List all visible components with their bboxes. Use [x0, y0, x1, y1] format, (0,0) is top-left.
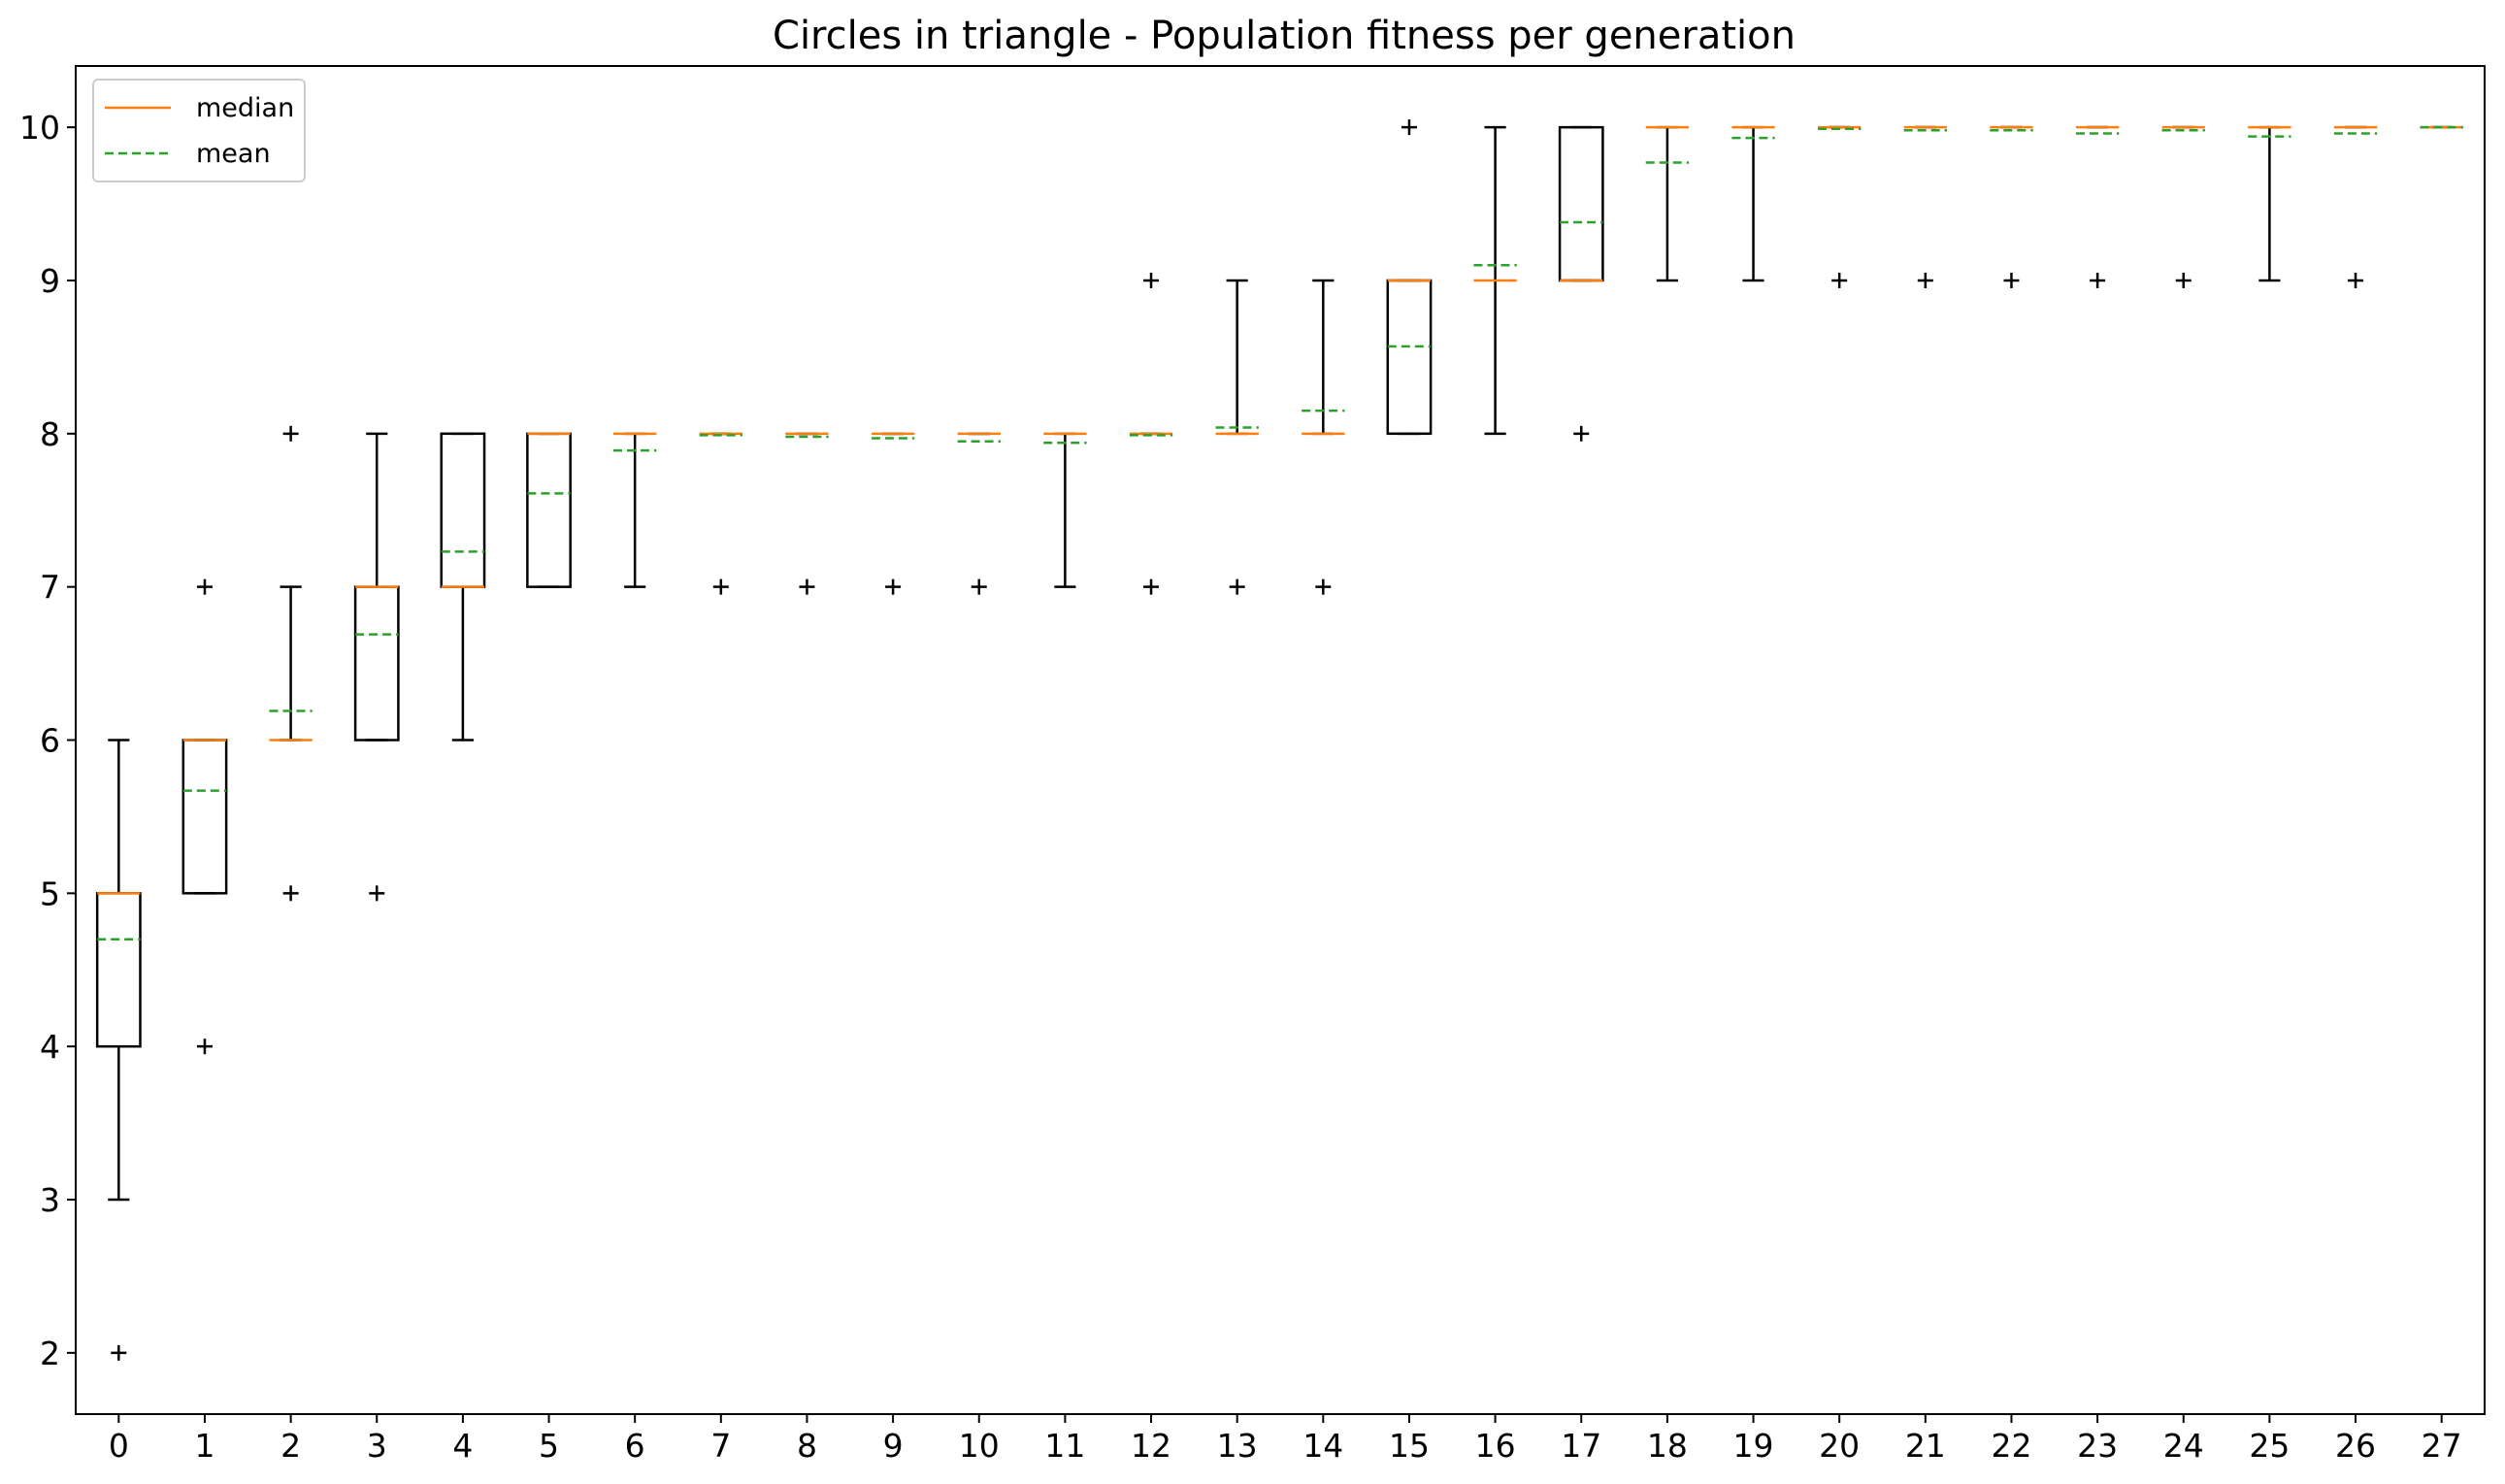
legend: median mean — [92, 79, 306, 182]
flier-marker — [712, 578, 729, 595]
flier-marker — [111, 1344, 127, 1361]
x-tick-label: 13 — [1217, 1427, 1258, 1465]
box-generation-24 — [2161, 125, 2205, 288]
x-tick-label: 21 — [1905, 1427, 1946, 1465]
flier-marker — [1573, 425, 1590, 442]
x-tick-label: 26 — [2335, 1427, 2376, 1465]
box-generation-25 — [2248, 125, 2291, 282]
y-tick-label: 7 — [40, 569, 60, 607]
flier-marker — [1143, 578, 1160, 595]
y-tick-label: 6 — [40, 722, 60, 760]
legend-label-mean: mean — [196, 139, 271, 169]
box-generation-14 — [1302, 279, 1345, 595]
y-tick-label: 5 — [40, 874, 60, 912]
box-generation-13 — [1215, 279, 1259, 595]
x-tick-label: 6 — [625, 1427, 645, 1465]
x-tick-label: 10 — [959, 1427, 1000, 1465]
box-generation-6 — [613, 432, 657, 588]
box-generation-5 — [526, 432, 572, 588]
x-tick-label: 18 — [1647, 1427, 1688, 1465]
x-tick-label: 14 — [1302, 1427, 1343, 1465]
box-generation-15 — [1386, 119, 1433, 436]
flier-marker — [971, 578, 987, 595]
x-tick-label: 19 — [1733, 1427, 1774, 1465]
box-generation-12 — [1129, 272, 1173, 595]
y-tick-label: 3 — [40, 1181, 60, 1219]
box-generation-11 — [1043, 432, 1087, 588]
plot-area — [95, 119, 2463, 1361]
y-tick-label: 8 — [40, 415, 60, 453]
box-generation-8 — [785, 432, 829, 595]
x-tick-label: 2 — [280, 1427, 301, 1465]
chart-title: Circles in triangle - Population fitness… — [773, 14, 1796, 58]
flier-marker — [799, 578, 815, 595]
box-generation-20 — [1818, 125, 1862, 288]
x-tick-label: 16 — [1475, 1427, 1516, 1465]
box-generation-10 — [957, 432, 1001, 595]
box-generation-18 — [1645, 125, 1690, 282]
flier-marker — [196, 578, 213, 595]
x-tick-label: 12 — [1131, 1427, 1171, 1465]
flier-marker — [1143, 272, 1160, 288]
y-tick-label: 2 — [40, 1335, 60, 1372]
box-generation-17 — [1558, 125, 1604, 442]
flier-marker — [1831, 272, 1848, 288]
flier-marker — [2348, 272, 2364, 288]
x-tick-label: 22 — [1991, 1427, 2031, 1465]
flier-marker — [2090, 272, 2106, 288]
x-tick-label: 24 — [2163, 1427, 2204, 1465]
legend-box — [92, 79, 306, 182]
box-generation-16 — [1473, 125, 1517, 436]
flier-marker — [1401, 119, 1417, 136]
flier-marker — [1917, 272, 1933, 288]
box-generation-3 — [353, 432, 400, 902]
flier-marker — [1315, 578, 1332, 595]
x-tick-label: 1 — [194, 1427, 214, 1465]
flier-marker — [196, 1039, 213, 1055]
legend-label-median: median — [196, 93, 294, 123]
flier-marker — [282, 425, 299, 442]
box-generation-7 — [699, 432, 742, 595]
x-tick-label: 17 — [1561, 1427, 1601, 1465]
x-tick-label: 4 — [452, 1427, 473, 1465]
box-generation-0 — [95, 739, 142, 1361]
box-generation-9 — [871, 432, 915, 595]
box-generation-19 — [1731, 125, 1775, 282]
flier-marker — [282, 885, 299, 902]
box-generation-22 — [1990, 125, 2033, 288]
x-tick-label: 25 — [2249, 1427, 2290, 1465]
x-tick-label: 8 — [797, 1427, 817, 1465]
y-tick-label: 4 — [40, 1028, 60, 1066]
flier-marker — [369, 885, 385, 902]
y-tick-label: 9 — [40, 262, 60, 300]
x-tick-label: 11 — [1044, 1427, 1085, 1465]
x-tick-label: 5 — [539, 1427, 559, 1465]
x-tick-label: 23 — [2077, 1427, 2118, 1465]
flier-marker — [1229, 578, 1245, 595]
x-tick-label: 9 — [883, 1427, 904, 1465]
x-tick-label: 27 — [2422, 1427, 2462, 1465]
box-generation-21 — [1903, 125, 1947, 288]
flier-marker — [2175, 272, 2192, 288]
x-tick-label: 7 — [710, 1427, 731, 1465]
box-generation-4 — [440, 432, 486, 742]
x-tick-label: 20 — [1819, 1427, 1860, 1465]
x-tick-label: 0 — [109, 1427, 129, 1465]
x-tick-label: 15 — [1389, 1427, 1430, 1465]
flier-marker — [885, 578, 902, 595]
flier-marker — [2003, 272, 2020, 288]
box-generation-1 — [181, 578, 228, 1055]
axes: 0 1 2 3 4 5 6 7 8 9 10 11 12 13 14 15 16 17 18 19 20 21 22 23 24… — [19, 109, 2462, 1465]
box-generation-2 — [269, 425, 313, 902]
box-generation-26 — [2333, 125, 2378, 288]
y-tick-label: 10 — [19, 109, 60, 147]
box-generation-23 — [2075, 125, 2120, 288]
x-tick-label: 3 — [367, 1427, 387, 1465]
